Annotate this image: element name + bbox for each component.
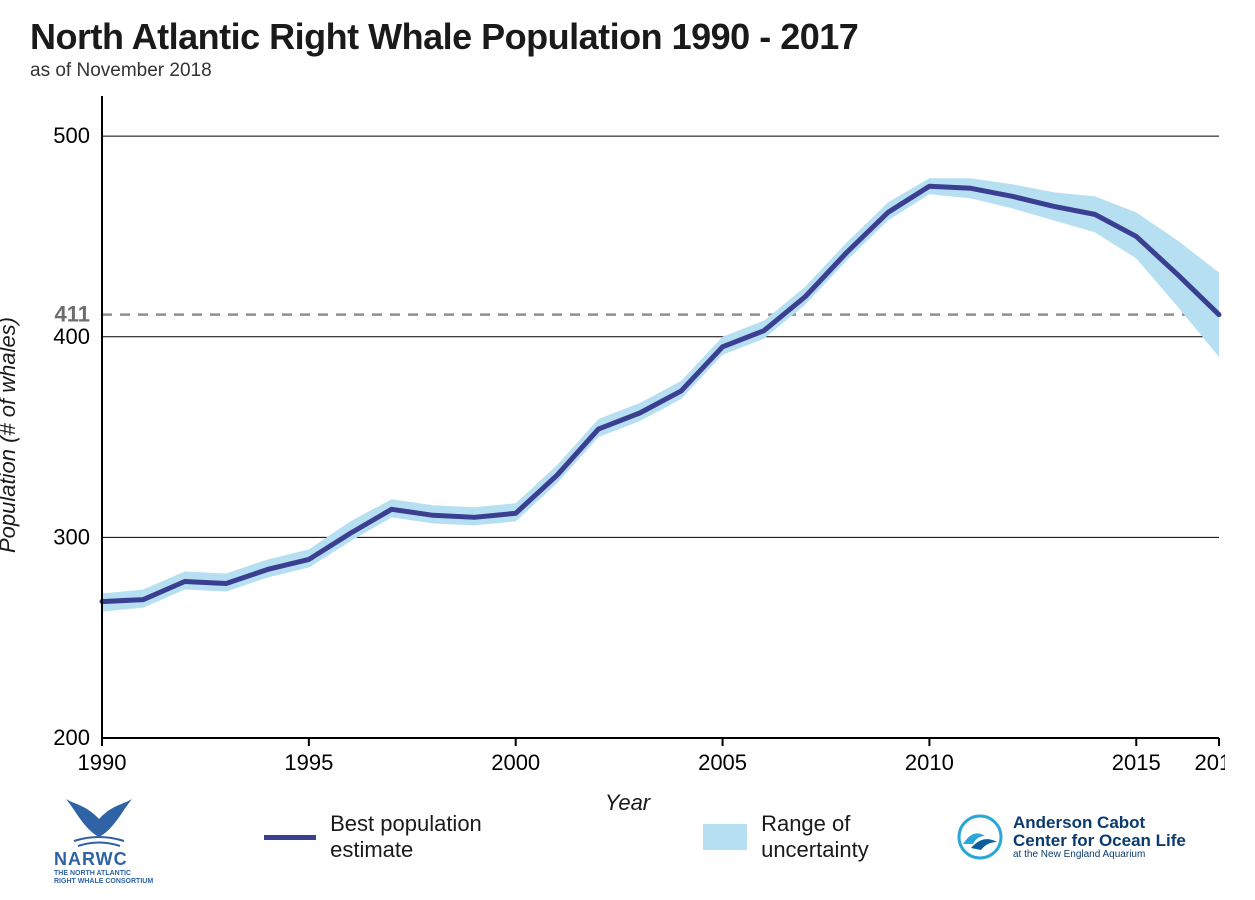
ac-line2: Center for Ocean Life (1013, 832, 1186, 850)
chart-subtitle: as of November 2018 (30, 60, 858, 82)
narwc-text: NARWC THE NORTH ATLANTIC RIGHT WHALE CON… (54, 849, 264, 885)
title-block: North Atlantic Right Whale Population 19… (30, 16, 858, 82)
anderson-cabot-logo: Anderson Cabot Center for Ocean Life at … (957, 814, 1255, 861)
svg-text:2000: 2000 (491, 750, 540, 775)
svg-text:411: 411 (55, 302, 91, 327)
legend-estimate-label: Best population estimate (330, 811, 563, 863)
legend-item-band: Range of uncertainty (703, 811, 957, 863)
chart: Population (# of whales) 200300400500411… (30, 90, 1225, 780)
svg-text:2010: 2010 (905, 750, 954, 775)
narwc-line2: RIGHT WHALE CONSORTIUM (54, 878, 264, 885)
narwc-line1: THE NORTH ATLANTIC (54, 870, 264, 877)
legend-band-label: Range of uncertainty (761, 811, 957, 863)
page: North Atlantic Right Whale Population 19… (0, 0, 1255, 900)
legend-area-swatch (703, 824, 747, 850)
narwc-acronym: NARWC (54, 849, 264, 870)
narwc-logo: NARWC THE NORTH ATLANTIC RIGHT WHALE CON… (0, 789, 264, 885)
svg-text:400: 400 (53, 324, 90, 349)
wave-icon (957, 814, 1003, 860)
svg-text:2005: 2005 (698, 750, 747, 775)
svg-text:500: 500 (53, 123, 90, 148)
legend-line-swatch (264, 835, 316, 840)
ac-line1: Anderson Cabot (1013, 814, 1186, 832)
legend-items: Best population estimate Range of uncert… (264, 811, 957, 863)
y-axis-label: Population (# of whales) (0, 317, 21, 553)
ac-line3: at the New England Aquarium (1013, 849, 1186, 860)
svg-text:1990: 1990 (78, 750, 127, 775)
chart-svg: 200 300 400 500 411 1990 1995 2000 2005 2010 2015 2… (30, 90, 1225, 780)
svg-text:2017: 2017 (1195, 750, 1225, 775)
svg-text:1995: 1995 (284, 750, 333, 775)
footer: NARWC THE NORTH ATLANTIC RIGHT WHALE CON… (0, 792, 1255, 882)
chart-title: North Atlantic Right Whale Population 19… (30, 16, 858, 58)
svg-text:300: 300 (53, 524, 90, 549)
legend-item-estimate: Best population estimate (264, 811, 563, 863)
anderson-cabot-text: Anderson Cabot Center for Ocean Life at … (1013, 814, 1186, 861)
svg-text:2015: 2015 (1112, 750, 1161, 775)
whale-tail-icon (54, 789, 144, 849)
svg-text:200: 200 (53, 725, 90, 750)
